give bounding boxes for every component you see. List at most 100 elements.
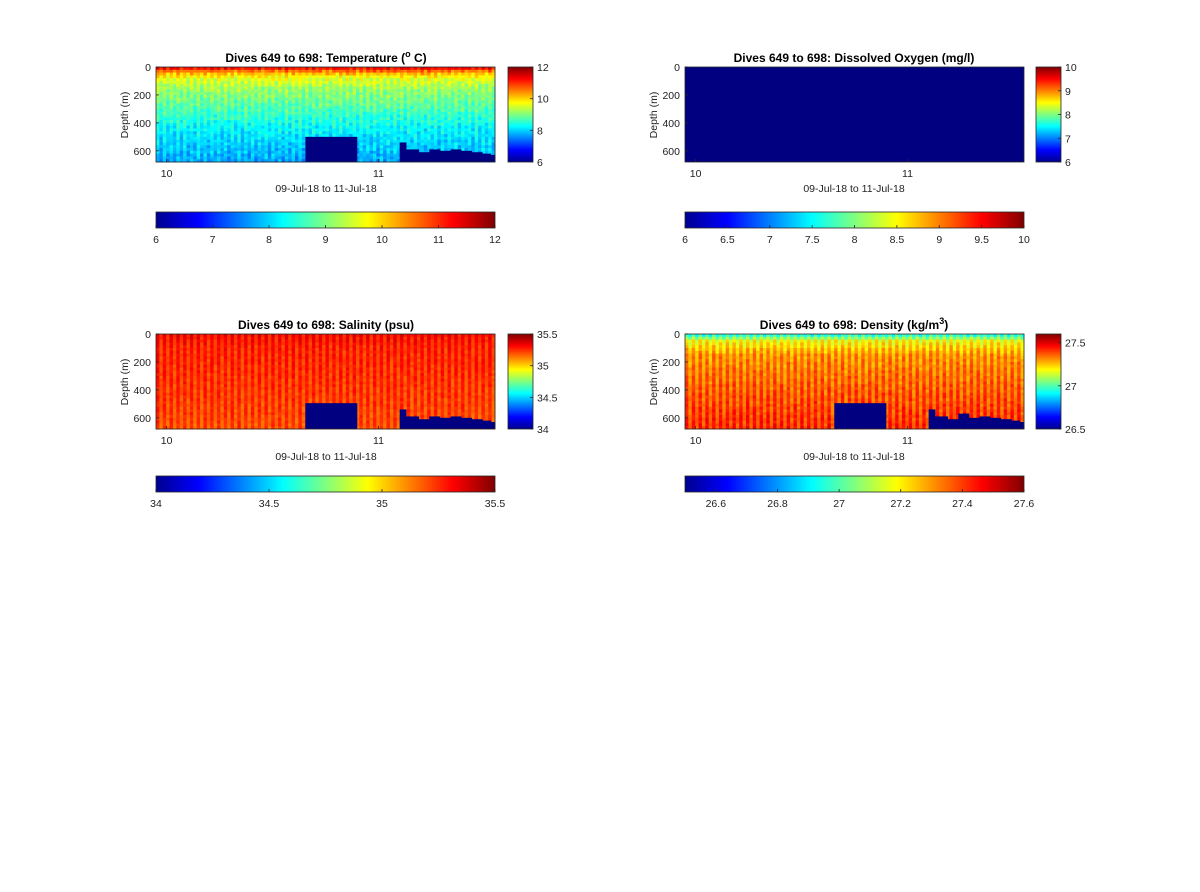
missing-data-step <box>429 149 441 162</box>
heatmap-cell <box>406 89 411 93</box>
y-axis-label: Depth (m) <box>119 92 131 139</box>
heatmap-cell <box>244 384 248 388</box>
heatmap-cell <box>305 131 309 135</box>
heatmap-cell <box>227 395 231 399</box>
heatmap-cell <box>271 156 276 160</box>
heatmap-cell <box>206 145 211 149</box>
heatmap-cell <box>193 387 198 391</box>
heatmap-cell <box>193 78 198 82</box>
heatmap-cell <box>220 423 225 427</box>
heatmap-cell <box>311 69 316 73</box>
heatmap-cell <box>203 103 208 107</box>
heatmap-cell <box>474 142 479 146</box>
heatmap-cell <box>430 139 435 143</box>
heatmap-cell <box>254 75 259 79</box>
heatmap-cell <box>210 353 215 357</box>
heatmap-cell <box>196 134 201 138</box>
heatmap-cell <box>247 420 252 424</box>
heatmap-cell <box>200 122 204 127</box>
heatmap-cell <box>264 120 269 124</box>
heatmap-cell <box>369 100 374 104</box>
heatmap-cell <box>311 108 316 113</box>
heatmap-cell <box>244 409 248 413</box>
heatmap-cell <box>311 75 316 79</box>
heatmap-cell <box>186 375 191 380</box>
heatmap-cell <box>217 94 221 99</box>
heatmap-cell <box>250 336 255 340</box>
panel-salinity: Dives 649 to 698: Salinity (psu) 0200400… <box>119 318 558 510</box>
colorbar-tick-label: 9 <box>1065 86 1071 98</box>
heatmap-cell <box>328 78 333 82</box>
heatmap-cell <box>233 406 238 410</box>
heatmap-cell <box>230 384 235 388</box>
heatmap-cell <box>318 86 323 90</box>
heatmap-cell <box>467 111 472 115</box>
heatmap-cell <box>240 381 245 385</box>
heatmap-cell <box>339 69 343 73</box>
heatmap-cell <box>410 131 415 135</box>
heatmap-cell <box>383 92 387 96</box>
heatmap-cell <box>220 136 225 141</box>
heatmap-cell <box>298 401 303 405</box>
heatmap-cell <box>206 148 211 152</box>
heatmap-cell <box>396 89 401 93</box>
heatmap-cell <box>400 89 404 93</box>
heatmap-cell <box>281 125 286 129</box>
heatmap-cell <box>200 145 204 149</box>
heatmap-cell <box>488 72 493 76</box>
heatmap-cell <box>369 139 374 143</box>
heatmap-cell <box>457 125 462 129</box>
heatmap-cell <box>271 145 276 149</box>
heatmap-cell <box>156 378 160 382</box>
heatmap-cell <box>349 80 354 85</box>
heatmap-cell <box>376 136 381 141</box>
heatmap-cell <box>240 89 245 93</box>
heatmap-cell <box>206 378 211 382</box>
heatmap-cell <box>162 401 167 405</box>
heatmap-cell <box>389 136 394 141</box>
x-tick-label: 10 <box>161 168 173 180</box>
heatmap-cell <box>322 117 326 121</box>
heatmap-cell <box>210 156 215 160</box>
heatmap-cell <box>288 423 292 427</box>
heatmap-cell <box>244 353 248 357</box>
heatmap-cell <box>278 128 282 132</box>
heatmap-cell <box>274 409 279 413</box>
heatmap-cell <box>254 142 259 146</box>
heatmap-cell <box>227 364 231 368</box>
heatmap-cell <box>488 128 493 132</box>
heatmap-cell <box>386 83 391 87</box>
heatmap-cell <box>237 80 242 85</box>
heatmap-cell <box>267 334 272 338</box>
heatmap-cell <box>213 150 218 155</box>
heatmap-cell <box>359 148 364 152</box>
heatmap-cell <box>237 128 242 132</box>
heatmap-cell <box>159 89 164 93</box>
heatmap-cell <box>440 92 445 96</box>
heatmap-cell <box>305 114 309 118</box>
heatmap-cell <box>200 367 204 371</box>
heatmap-cell <box>162 145 167 149</box>
heatmap-cell <box>345 89 350 93</box>
heatmap-cell <box>189 136 194 141</box>
heatmap-cell <box>447 131 452 135</box>
heatmap-cell <box>345 134 350 138</box>
heatmap-cell <box>220 100 225 104</box>
heatmap-cell <box>247 148 252 152</box>
heatmap-cell <box>261 83 265 87</box>
heatmap-cell <box>376 69 381 73</box>
heatmap-cell <box>230 367 235 371</box>
heatmap-cell <box>172 384 177 388</box>
heatmap-cell <box>413 125 418 129</box>
heatmap-cell <box>179 367 184 371</box>
heatmap-cell <box>210 89 215 93</box>
heatmap-cell <box>396 72 401 76</box>
heatmap-cell <box>478 67 482 71</box>
heatmap-cell <box>210 153 215 157</box>
heatmap-cell <box>159 148 164 152</box>
heatmap-cell <box>156 120 160 124</box>
heatmap-cell <box>322 86 326 90</box>
heatmap-cell <box>233 350 238 354</box>
heatmap-cell <box>203 350 208 354</box>
heatmap-cell <box>386 106 391 110</box>
